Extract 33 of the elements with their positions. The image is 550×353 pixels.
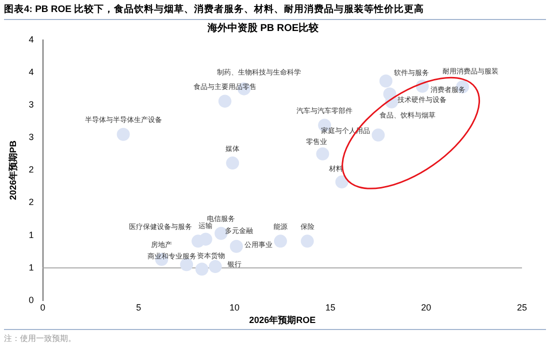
y-tick-label: 1 [28,230,34,240]
x-tick-label: 25 [516,302,528,312]
point [372,128,385,142]
x-tick-label: 0 [40,302,46,312]
y-tick-label: 0 [28,294,34,305]
y-tick-label: 4 [28,34,34,44]
text: 注：使用一致预期。 [4,329,546,344]
x-tick-label: 10 [229,302,240,312]
x-tick-label: 15 [325,302,336,312]
y-tick-label: 4 [28,67,34,78]
y-axis-title: 2026年预期PB [8,140,18,200]
point [218,94,232,108]
point [274,234,287,248]
point [226,156,240,170]
point [230,240,243,253]
point [316,147,330,160]
point [116,128,130,141]
point [208,260,222,274]
chart-subtitle: 海外中资股 PB ROE比较 [206,22,320,34]
point [199,232,212,246]
chart-title: 图表4: PB ROE 比较下，食品饮料与烟草、消费者服务、材料、耐用消费品与服装等性价比更高 [4,3,546,20]
y-tick-label: 3 [28,132,34,142]
x-tick-label: 20 [421,302,432,312]
point [195,262,208,276]
y-tick-label: 1 [28,262,34,272]
point [300,234,314,248]
x-axis-title: 2026年预期ROE [249,315,316,326]
point [335,175,348,188]
y-tick-label: 2 [28,164,34,175]
y-tick-label: 2 [28,197,34,208]
x-tick-label: 5 [136,302,142,312]
y-tick-label: 3 [28,100,34,110]
point [379,74,392,88]
